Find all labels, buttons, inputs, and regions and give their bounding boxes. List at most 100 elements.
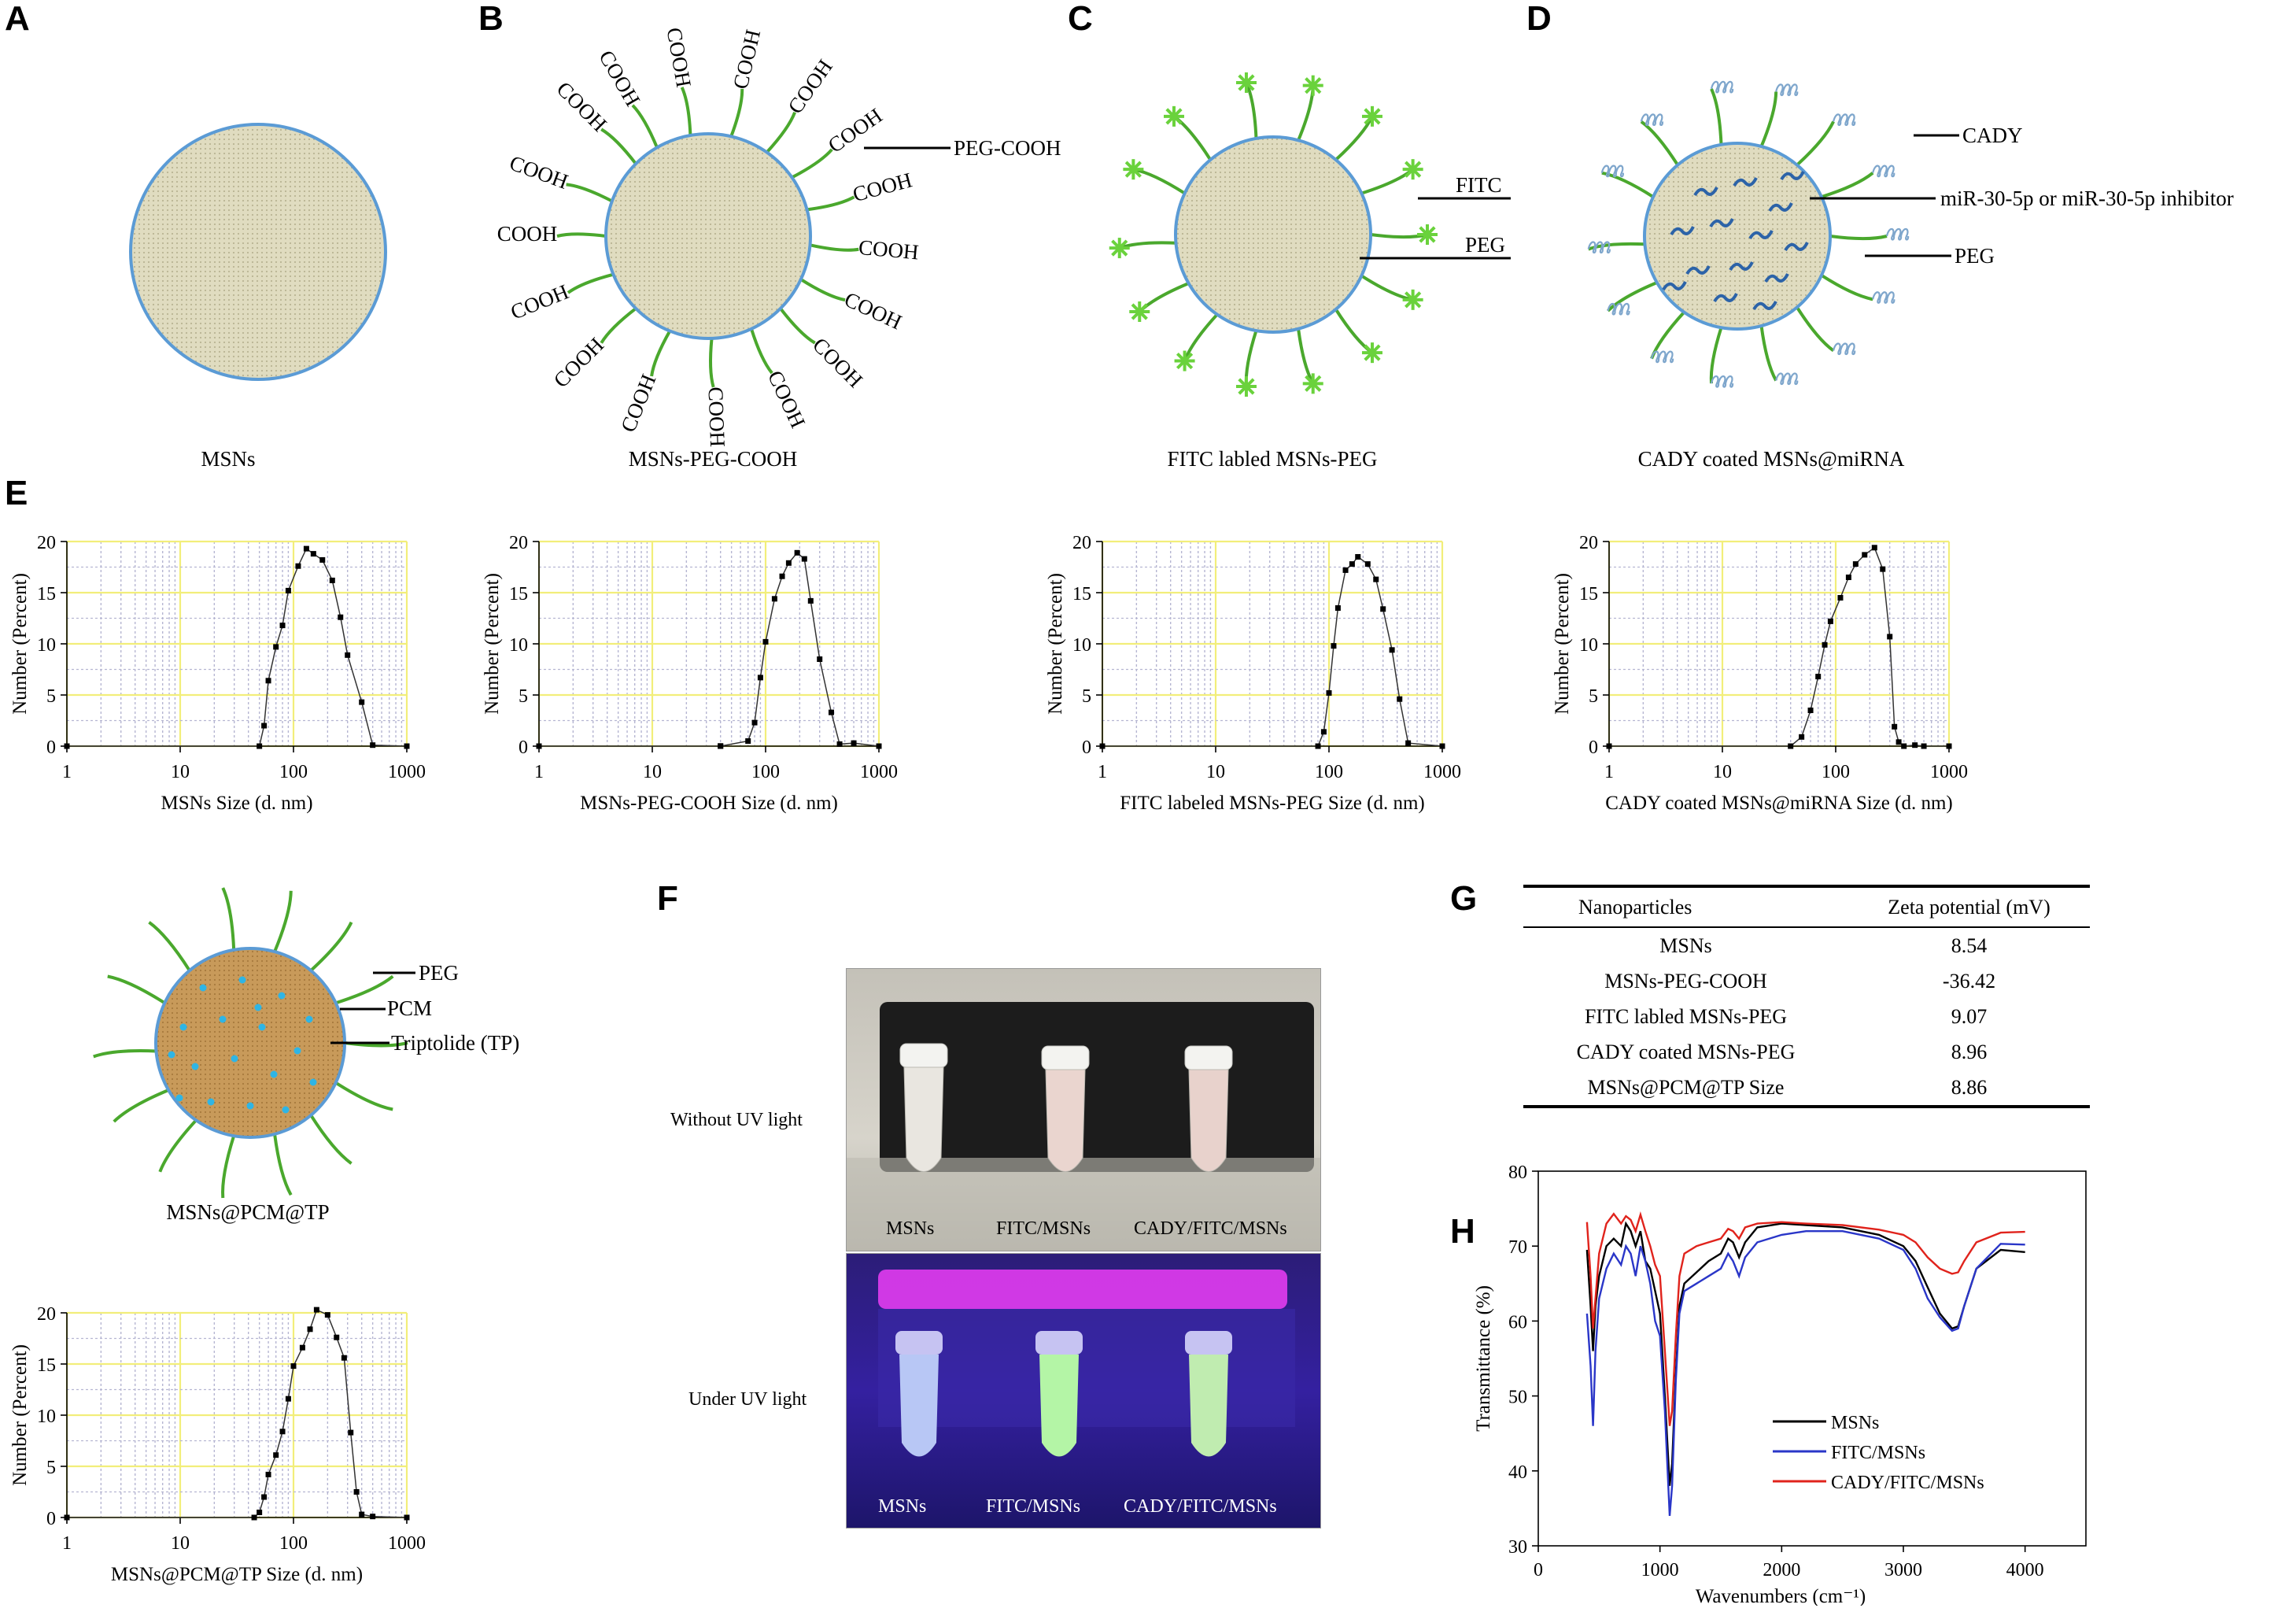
peg-chain [1759, 325, 1777, 382]
peg-chains-b [556, 87, 859, 388]
data-point [310, 551, 316, 557]
cell-name: MSNs@PCM@TP Size [1523, 1070, 1849, 1108]
x-tick-label: 1 [534, 762, 544, 782]
peg-chain [567, 272, 614, 294]
x-tick-label: 1000 [1641, 1560, 1679, 1580]
x-tick-label: 10 [643, 762, 662, 782]
peg-chain [1588, 242, 1645, 251]
peg-chain [600, 128, 637, 165]
tube-uv-2 [1035, 1331, 1083, 1457]
mirna-strand [1768, 202, 1793, 213]
data-point [273, 1452, 279, 1458]
label-without-uv: Without UV light [670, 1110, 803, 1130]
mirna-strand [1752, 301, 1777, 311]
peg-chain [1829, 235, 1888, 241]
y-tick-label: 0 [1082, 737, 1091, 758]
cady-peptide [1775, 83, 1799, 97]
msn-core-c [1174, 135, 1372, 334]
data-point [285, 587, 291, 593]
x-axis-label: MSNs-PEG-COOH Size (d. nm) [580, 793, 838, 814]
panel-label-g: G [1450, 879, 1478, 918]
x-tick-label: 100 [751, 762, 780, 782]
mirna-strand [1784, 242, 1809, 252]
peg-chain [273, 1133, 293, 1196]
tube-label-fitc-1: FITC/MSNs [996, 1218, 1091, 1239]
tube-label-msns-2: MSNs [878, 1496, 927, 1517]
size-chart-cady-msns-mirna: 0 5 10 15 20 1 10 100 1000 CADY coated MSNs@miRNA… [1552, 533, 1968, 814]
panel-label-b: B [478, 0, 504, 38]
y-tick-label: 5 [519, 686, 528, 707]
data-point [1895, 739, 1902, 745]
cady-peptide [1885, 227, 1910, 241]
data-point [779, 573, 785, 579]
mirna-strand [1685, 265, 1711, 275]
data-point [1373, 576, 1379, 582]
fitc-star [1235, 376, 1257, 397]
cooh-label: COOH [703, 386, 729, 448]
x-axis-label: FITC labeled MSNs-PEG Size (d. nm) [1120, 793, 1424, 814]
x-tick-label: 1 [62, 762, 72, 782]
fitc-star [1109, 238, 1130, 259]
peg-chain [334, 1081, 393, 1111]
mirna-strand [1764, 273, 1789, 283]
x-tick-label: 100 [1822, 762, 1850, 782]
y-tick-label: 10 [509, 635, 528, 656]
data-point [257, 743, 263, 749]
data-point [370, 742, 376, 749]
tp-dot [207, 1098, 215, 1106]
data-point [1315, 743, 1321, 749]
peg-chain [680, 87, 692, 136]
plot-frame [1537, 1170, 2087, 1547]
size-distribution-line [67, 1309, 408, 1518]
data-point [307, 1326, 313, 1333]
cooh-label: COOH [841, 287, 906, 335]
data-point [334, 1334, 340, 1340]
data-point [338, 614, 344, 620]
y-axis-label: Number (Percent) [1045, 573, 1066, 715]
y-tick-label: 20 [1579, 533, 1598, 553]
y-tick-label: 10 [1579, 635, 1598, 656]
fitc-star [1402, 159, 1423, 180]
size-chart-msns-pcm-tp: 0 5 10 15 20 1 10 100 1000 MSNs@PCM@TP Size (d. n… [9, 1304, 426, 1585]
peg-chain [729, 88, 744, 138]
data-point [1822, 641, 1828, 648]
data-point [1349, 561, 1355, 567]
data-point [1880, 566, 1886, 572]
data-point [817, 656, 823, 662]
tp-dot [179, 1023, 187, 1031]
peg-chain [766, 111, 796, 153]
data-point [1862, 552, 1868, 558]
cell-name: MSNs [1659, 933, 1712, 957]
cooh-label: COOH [594, 46, 644, 110]
data-point [299, 1344, 305, 1351]
y-axis-label: Number (Percent) [9, 1344, 31, 1486]
data-point [295, 563, 301, 569]
fitc-star [1129, 301, 1150, 322]
y-tick-label: 0 [46, 1509, 56, 1529]
y-tick-label: 5 [1589, 686, 1598, 707]
data-point [279, 1429, 286, 1435]
cooh-label: COOH [824, 104, 887, 157]
caption-d: CADY coated MSNs@miRNA [1637, 447, 1905, 471]
peg-chain [799, 278, 846, 302]
tp-dot [293, 1047, 301, 1055]
label-under-uv: Under UV light [688, 1389, 807, 1410]
peg-chain [93, 1049, 157, 1059]
nanoparticle-schematics: COOH COOH COOHCOOHCOOHCOOHCOOHCOOHCOOHCOOH… [93, 26, 2234, 1199]
cooh-label: COOH [552, 77, 611, 136]
fitc-star [1302, 75, 1323, 96]
peg-chain [221, 887, 236, 950]
fitc-star [1123, 159, 1144, 180]
data-point [1099, 743, 1106, 749]
data-point [341, 1355, 347, 1361]
header-nanoparticles: Nanoparticles [1523, 885, 1849, 928]
peg-chain [273, 890, 293, 952]
data-point [64, 1514, 70, 1521]
data-point [1892, 723, 1898, 730]
data-point [876, 743, 882, 749]
x-tick-label: 1000 [388, 1533, 426, 1554]
tube-uv-1 [895, 1331, 943, 1457]
cell-name: FITC labled MSNs-PEG [1584, 1004, 1788, 1028]
data-point [794, 549, 800, 556]
peg-chains-d [1588, 88, 1888, 384]
